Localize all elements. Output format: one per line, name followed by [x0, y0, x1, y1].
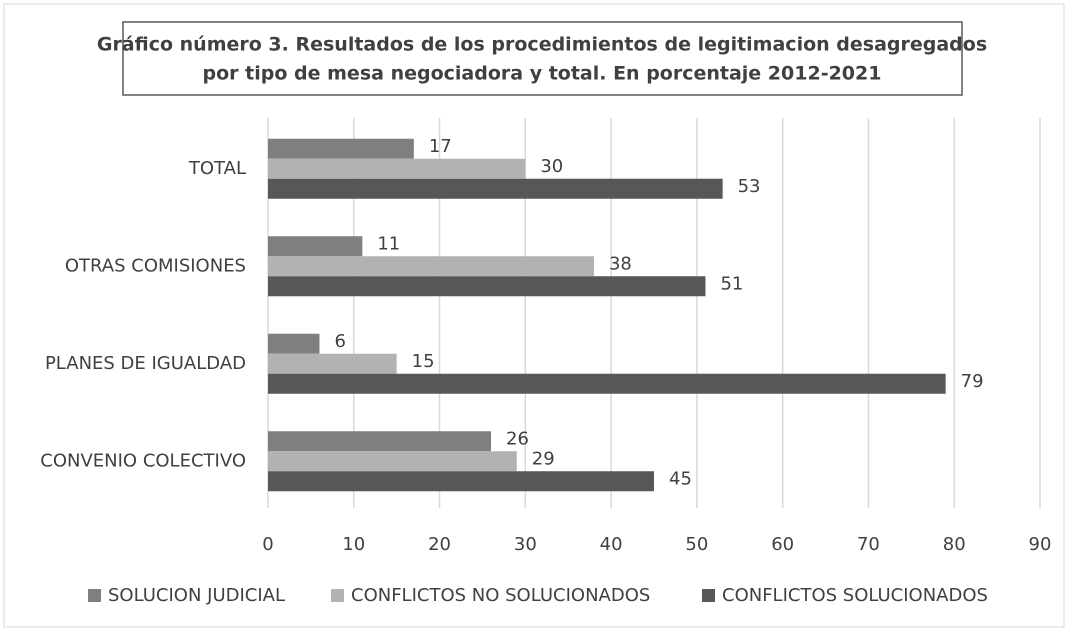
- bar: [268, 276, 706, 297]
- legend-label: SOLUCION JUDICIAL: [108, 585, 285, 606]
- bar: [268, 236, 363, 257]
- legend-label: CONFLICTOS SOLUCIONADOS: [722, 585, 988, 606]
- value-label: 51: [720, 273, 743, 294]
- bar: [268, 138, 414, 159]
- bar: [268, 431, 492, 452]
- legend-label: CONFLICTOS NO SOLUCIONADOS: [351, 585, 650, 606]
- y-tick-label: PLANES DE IGUALDAD: [45, 353, 246, 374]
- legend-swatch: [88, 589, 101, 602]
- legend-swatch: [331, 589, 344, 602]
- x-tick-label: 90: [1029, 534, 1052, 555]
- value-label: 26: [506, 428, 529, 449]
- bar: [268, 333, 320, 354]
- value-label: 29: [532, 448, 555, 469]
- x-tick-label: 40: [600, 534, 623, 555]
- value-label: 17: [429, 136, 452, 157]
- value-label: 45: [669, 468, 692, 489]
- chart-title: por tipo de mesa negociadora y total. En…: [203, 63, 882, 85]
- x-tick-label: 60: [771, 534, 794, 555]
- value-label: 53: [738, 176, 761, 197]
- title-box: [122, 21, 963, 96]
- bar: [268, 373, 946, 394]
- x-tick-label: 0: [262, 534, 273, 555]
- chart-title: Gráfico número 3. Resultados de los proc…: [97, 34, 987, 56]
- value-label: 11: [377, 233, 400, 254]
- x-tick-label: 10: [342, 534, 365, 555]
- bar: [268, 158, 526, 179]
- x-tick-label: 30: [514, 534, 537, 555]
- value-label: 30: [540, 156, 563, 177]
- bar: [268, 451, 517, 472]
- x-tick-label: 80: [943, 534, 966, 555]
- y-tick-label: OTRAS COMISIONES: [65, 255, 246, 276]
- value-label: 79: [961, 371, 984, 392]
- value-label: 38: [609, 253, 632, 274]
- bar: [268, 256, 594, 277]
- chart-border: [3, 3, 1065, 628]
- y-tick-label: TOTAL: [188, 158, 246, 179]
- x-tick-label: 20: [428, 534, 451, 555]
- x-tick-label: 70: [857, 534, 880, 555]
- value-label: 15: [412, 351, 435, 372]
- y-tick-label: CONVENIO COLECTIVO: [40, 450, 246, 471]
- value-label: 6: [334, 331, 345, 352]
- x-tick-label: 50: [685, 534, 708, 555]
- bar: [268, 471, 654, 492]
- legend-swatch: [702, 589, 715, 602]
- bar: [268, 178, 723, 199]
- bar: [268, 353, 397, 374]
